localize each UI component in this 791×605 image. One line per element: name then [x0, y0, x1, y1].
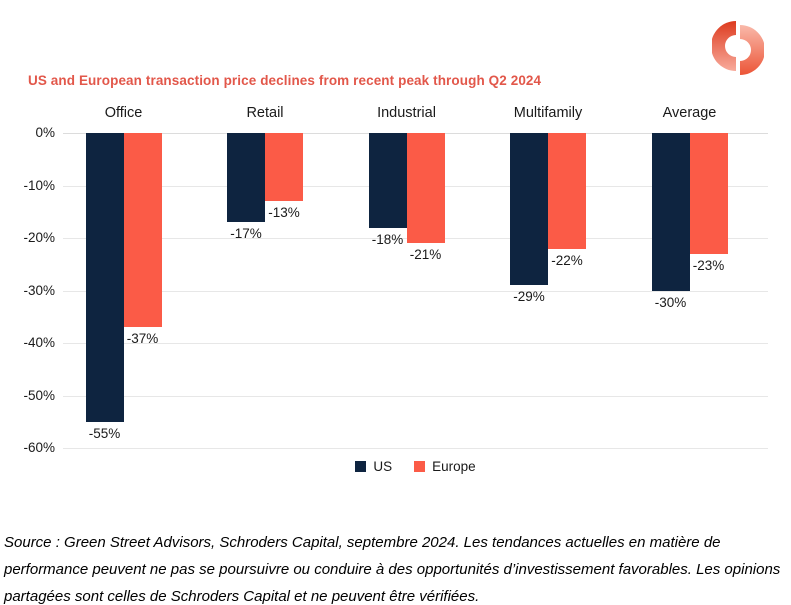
bar-europe-multifamily	[548, 133, 586, 249]
bar-us-retail	[227, 133, 265, 223]
category-label-office: Office	[104, 105, 143, 121]
bar-europe-retail	[265, 133, 303, 202]
legend-label-us: US	[373, 459, 393, 474]
bar-us-industrial	[368, 133, 407, 228]
bar-europe-industrial	[406, 133, 445, 244]
bar-chart: 0% -10% -20% -30% -40% -50% -60% Office -55% -37%…	[23, 105, 768, 455]
category-label-retail: Retail	[246, 105, 284, 121]
bar-us-office	[85, 133, 124, 422]
y-axis-tick-label: -40%	[23, 335, 55, 350]
legend-swatch-europe	[414, 461, 426, 472]
value-label-us-retail: -17%	[230, 226, 262, 242]
legend-label-europe: Europe	[432, 459, 476, 474]
chart-title: US and European transaction price declin…	[28, 73, 542, 88]
legend-swatch-us	[355, 461, 367, 472]
gridline--60	[63, 448, 768, 449]
y-axis-tick-label: -50%	[23, 387, 55, 403]
value-label-us-average: -30%	[654, 294, 687, 310]
value-label-europe-office: -37%	[126, 331, 159, 347]
bar-us-average	[651, 133, 690, 291]
value-label-us-multifamily: -29%	[513, 289, 545, 305]
source-text: Source : Green Street Advisors, Schroder…	[4, 534, 781, 605]
value-label-europe-retail: -13%	[268, 205, 300, 221]
category-label-average: Average	[662, 105, 717, 121]
bar-us-multifamily	[510, 133, 548, 286]
y-axis-tick-label: 0%	[35, 125, 55, 140]
category-label-multifamily: Multifamily	[513, 105, 583, 121]
value-label-us-industrial: -18%	[371, 231, 404, 247]
gridline--50	[63, 395, 768, 397]
category-label-industrial: Industrial	[377, 105, 436, 121]
schroders-capital-logo	[712, 21, 764, 75]
y-axis-tick-label: -60%	[23, 440, 55, 455]
legend-item-us: US	[355, 459, 392, 474]
legend-item-europe: Europe	[414, 459, 476, 474]
logo-right-half	[740, 25, 764, 75]
gridline--40	[63, 343, 768, 344]
value-label-europe-average: -23%	[692, 257, 725, 273]
value-label-us-office: -55%	[88, 425, 121, 441]
y-axis-tick-label: -10%	[23, 177, 55, 193]
y-axis-tick-label: -20%	[23, 230, 55, 245]
legend: US Europe	[63, 459, 768, 474]
gridline--30	[63, 290, 768, 292]
bar-europe-office	[123, 133, 162, 328]
y-axis-tick-label: -30%	[23, 282, 55, 298]
value-label-europe-industrial: -21%	[409, 247, 442, 263]
value-label-europe-multifamily: -22%	[551, 252, 583, 268]
bar-europe-average	[689, 133, 728, 254]
logo-left-half	[712, 21, 736, 71]
